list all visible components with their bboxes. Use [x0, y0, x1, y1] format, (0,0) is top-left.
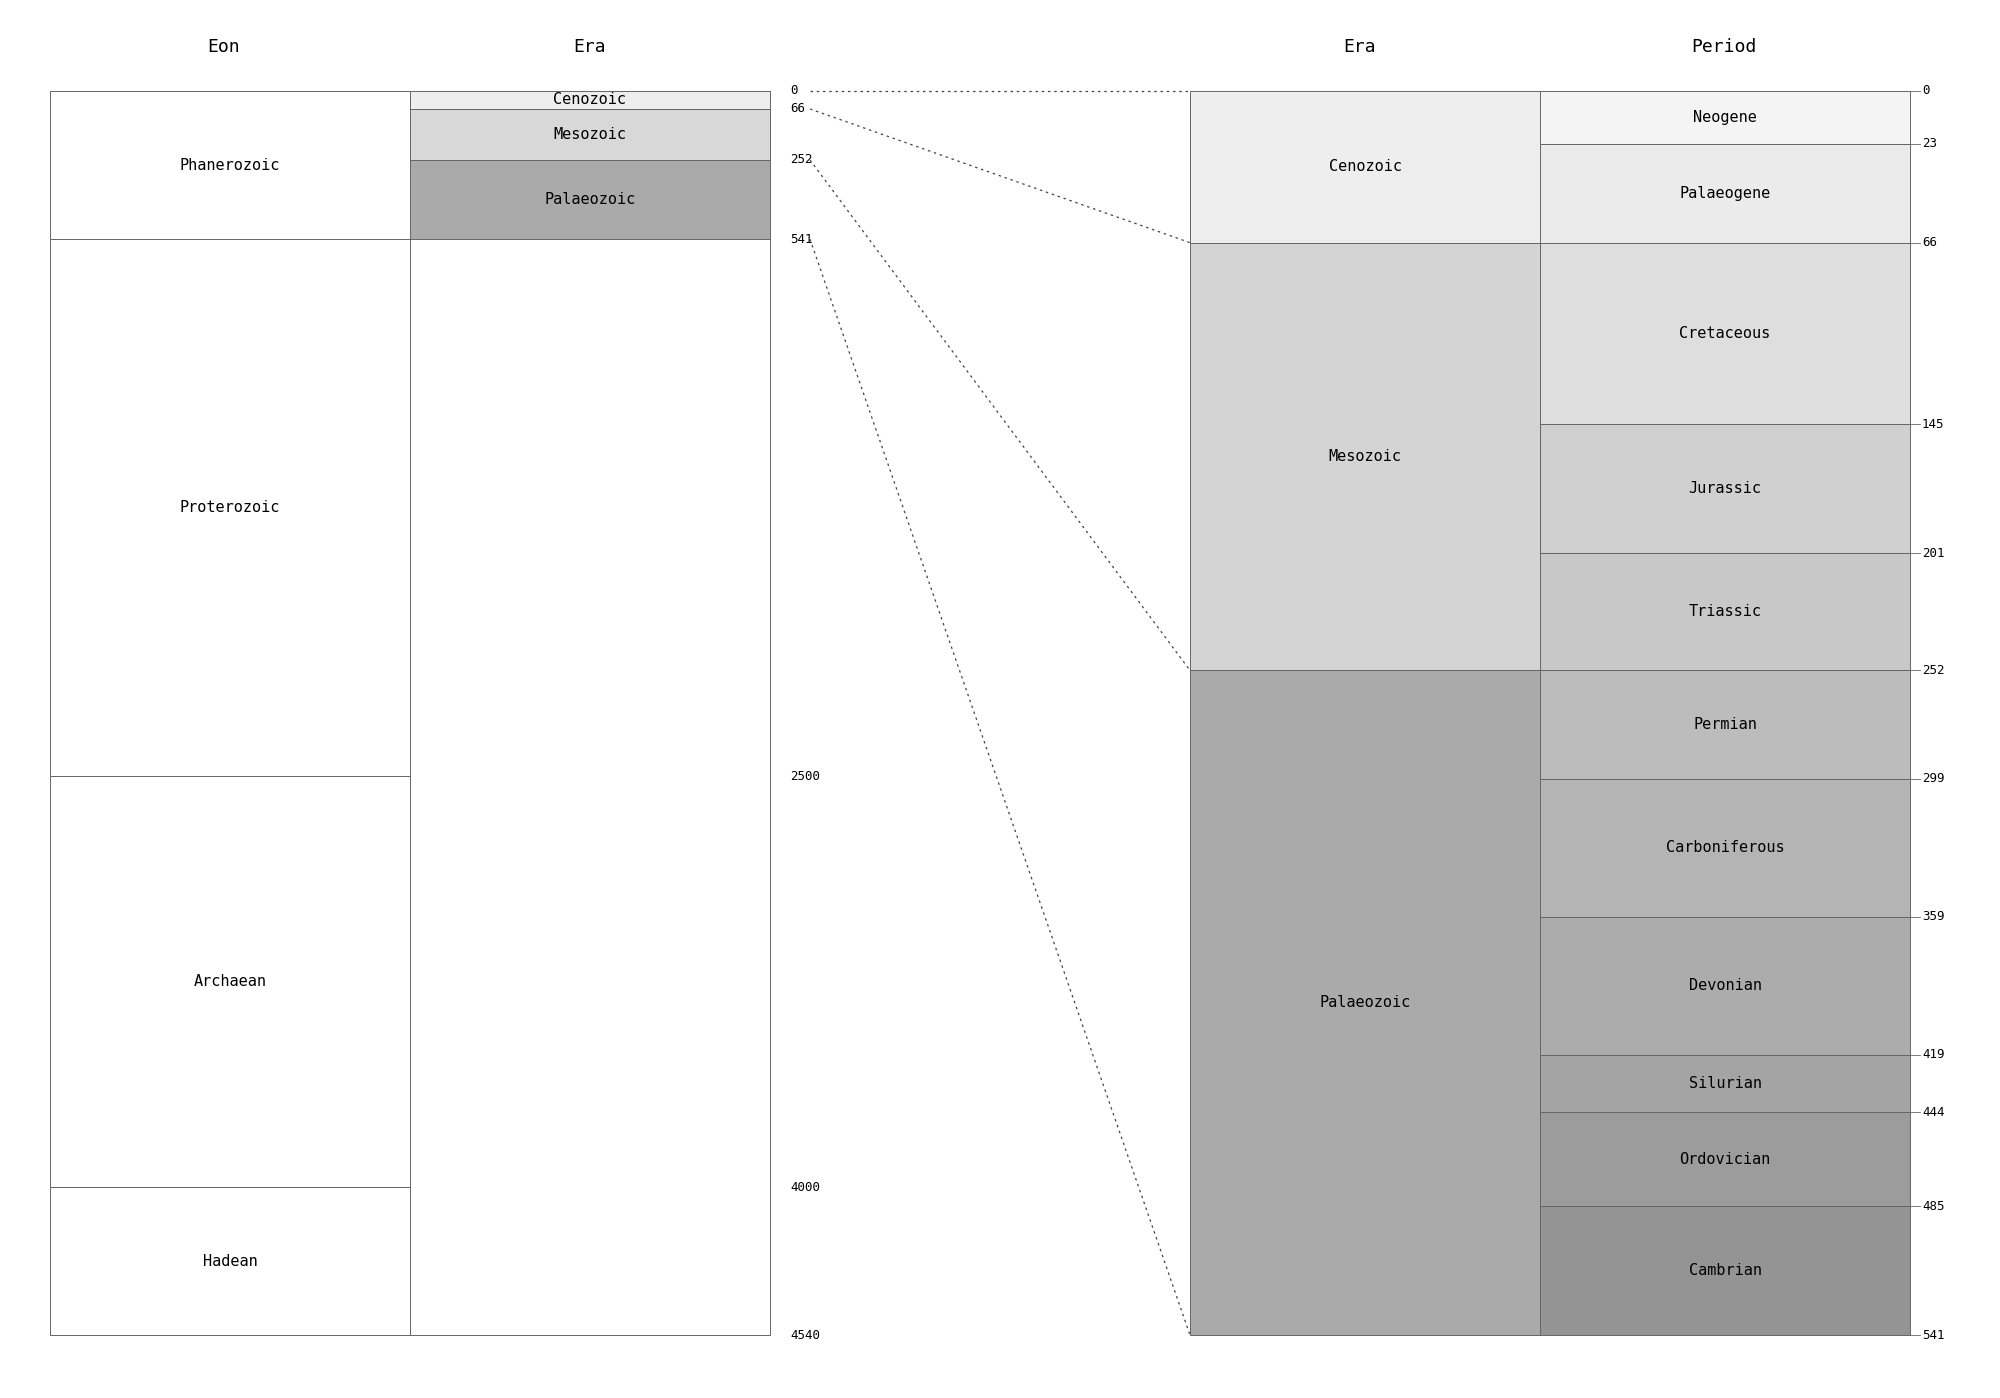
Bar — [410, 109, 770, 159]
Bar — [1190, 91, 1540, 243]
Text: 444: 444 — [1922, 1106, 1944, 1118]
Text: Proterozoic: Proterozoic — [180, 500, 280, 514]
Bar — [410, 91, 770, 109]
Text: Jurassic: Jurassic — [1688, 481, 1762, 496]
Bar — [410, 159, 770, 239]
Text: Palaeogene: Palaeogene — [1680, 186, 1770, 201]
Text: Mesozoic: Mesozoic — [1328, 449, 1402, 464]
Text: Era: Era — [574, 38, 606, 56]
Text: Phanerozoic: Phanerozoic — [180, 158, 280, 172]
Text: Cretaceous: Cretaceous — [1680, 326, 1770, 341]
Bar — [50, 239, 410, 776]
Bar — [1540, 91, 1910, 144]
Bar — [1540, 1054, 1910, 1111]
Text: Mesozoic: Mesozoic — [554, 127, 626, 143]
Text: Silurian: Silurian — [1688, 1075, 1762, 1090]
Text: Archaean: Archaean — [194, 974, 266, 988]
Bar — [1190, 243, 1540, 671]
Text: 4000: 4000 — [790, 1180, 820, 1194]
Text: 252: 252 — [790, 154, 812, 166]
Bar — [1540, 554, 1910, 671]
Text: Palaeozoic: Palaeozoic — [544, 192, 636, 207]
Text: 419: 419 — [1922, 1048, 1944, 1061]
Bar — [50, 1187, 410, 1335]
Text: 145: 145 — [1922, 418, 1944, 431]
Text: Triassic: Triassic — [1688, 604, 1762, 619]
Text: 4540: 4540 — [790, 1328, 820, 1342]
Text: Hadean: Hadean — [202, 1254, 258, 1268]
Bar — [410, 91, 770, 1335]
Text: 541: 541 — [790, 232, 812, 246]
Text: 2500: 2500 — [790, 769, 820, 783]
Text: Cenozoic: Cenozoic — [1328, 159, 1402, 175]
Bar — [1540, 917, 1910, 1054]
Text: Eon: Eon — [208, 38, 240, 56]
Bar — [50, 776, 410, 1187]
Text: Palaeozoic: Palaeozoic — [1320, 995, 1410, 1011]
Bar — [1190, 671, 1540, 1335]
Bar — [1540, 671, 1910, 779]
Text: Permian: Permian — [1694, 717, 1756, 733]
Text: Ordovician: Ordovician — [1680, 1152, 1770, 1167]
Bar — [1540, 425, 1910, 554]
Text: 359: 359 — [1922, 910, 1944, 923]
Bar — [50, 91, 410, 239]
Text: 541: 541 — [1922, 1328, 1944, 1342]
Bar — [1540, 144, 1910, 243]
Text: 23: 23 — [1922, 137, 1936, 150]
Text: 252: 252 — [1922, 664, 1944, 677]
Text: Cambrian: Cambrian — [1688, 1264, 1762, 1278]
Text: 66: 66 — [1922, 236, 1936, 249]
Bar — [1540, 1206, 1910, 1335]
Text: 0: 0 — [1922, 84, 1930, 98]
Text: Devonian: Devonian — [1688, 979, 1762, 993]
Text: Carboniferous: Carboniferous — [1666, 840, 1784, 856]
Text: Cenozoic: Cenozoic — [554, 92, 626, 108]
Text: 299: 299 — [1922, 772, 1944, 786]
Text: Neogene: Neogene — [1694, 110, 1756, 124]
Bar — [1540, 1111, 1910, 1206]
Text: 66: 66 — [790, 102, 804, 116]
Bar — [1540, 243, 1910, 425]
Text: 485: 485 — [1922, 1199, 1944, 1213]
Text: 201: 201 — [1922, 547, 1944, 559]
Bar — [1540, 779, 1910, 917]
Text: Period: Period — [1692, 38, 1756, 56]
Text: 0: 0 — [790, 84, 798, 98]
Text: Era: Era — [1344, 38, 1376, 56]
